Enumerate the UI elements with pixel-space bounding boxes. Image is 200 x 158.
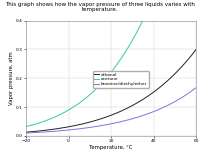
ethanol <box>168 78 170 80</box>
bromine/diethylether <box>126 119 128 121</box>
ethanol <box>126 107 128 109</box>
bromine/diethylether <box>25 132 28 134</box>
acetone <box>126 48 128 50</box>
ethanol <box>25 131 27 133</box>
bromine/diethylether <box>195 87 197 89</box>
bromine/diethylether <box>25 132 27 134</box>
bromine/diethylether <box>125 119 128 121</box>
bromine/diethylether <box>168 104 170 106</box>
Legend: ethanol, acetone, bromine/diethylether: ethanol, acetone, bromine/diethylether <box>93 71 149 88</box>
acetone <box>25 125 28 127</box>
Text: This graph shows how the vapor pressure of three liquids varies with temperature: This graph shows how the vapor pressure … <box>5 2 195 12</box>
Line: ethanol: ethanol <box>26 50 196 132</box>
ethanol <box>129 106 131 108</box>
ethanol <box>125 108 128 109</box>
ethanol <box>179 67 181 69</box>
Line: bromine/diethylether: bromine/diethylether <box>26 88 196 133</box>
acetone <box>129 43 131 45</box>
Y-axis label: Vapor pressure, atm: Vapor pressure, atm <box>9 51 14 105</box>
bromine/diethylether <box>129 118 131 120</box>
bromine/diethylether <box>179 98 181 100</box>
acetone <box>25 126 27 128</box>
ethanol <box>25 131 28 133</box>
Line: acetone: acetone <box>26 0 196 127</box>
X-axis label: Temperature, °C: Temperature, °C <box>89 145 133 150</box>
ethanol <box>195 49 197 51</box>
acetone <box>125 49 128 51</box>
